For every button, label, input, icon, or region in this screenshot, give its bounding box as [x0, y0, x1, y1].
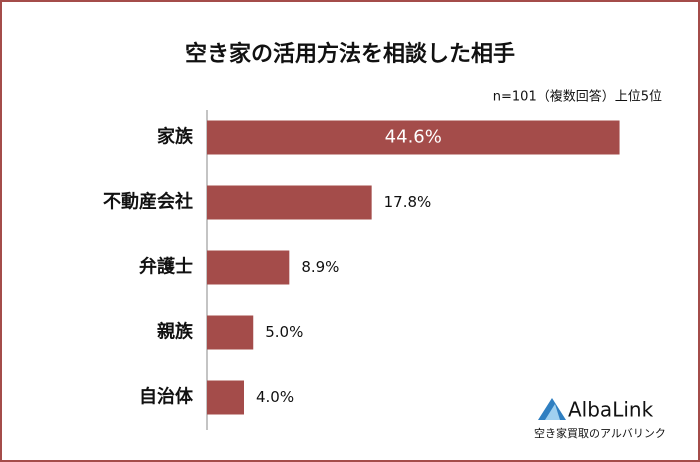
logo-tagline: 空き家買取のアルバリンク: [534, 426, 666, 440]
bar: [207, 120, 620, 155]
chart-title: 空き家の活用方法を相談した相手: [185, 41, 515, 67]
bar: [207, 250, 290, 285]
value-label: 44.6%: [385, 127, 442, 148]
y-tick-label: 不動産会社: [103, 191, 193, 213]
y-tick-label: 自治体: [139, 386, 194, 408]
value-label: 8.9%: [301, 258, 339, 276]
logo-name: AlbaLink: [568, 398, 654, 422]
value-label: 4.0%: [256, 388, 294, 406]
chart-subtitle: n=101（複数回答）上位5位: [493, 89, 662, 105]
logo-icon: [545, 404, 560, 420]
y-tick-label: 弁護士: [139, 256, 193, 278]
bar: [207, 380, 244, 415]
value-label: 17.8%: [384, 193, 432, 211]
value-label: 5.0%: [265, 323, 303, 341]
logo: AlbaLink 空き家買取のアルバリンク: [534, 398, 666, 441]
y-tick-label: 親族: [157, 321, 194, 343]
bar: [207, 315, 254, 350]
bar: [207, 185, 372, 220]
y-tick-label: 家族: [157, 126, 194, 148]
